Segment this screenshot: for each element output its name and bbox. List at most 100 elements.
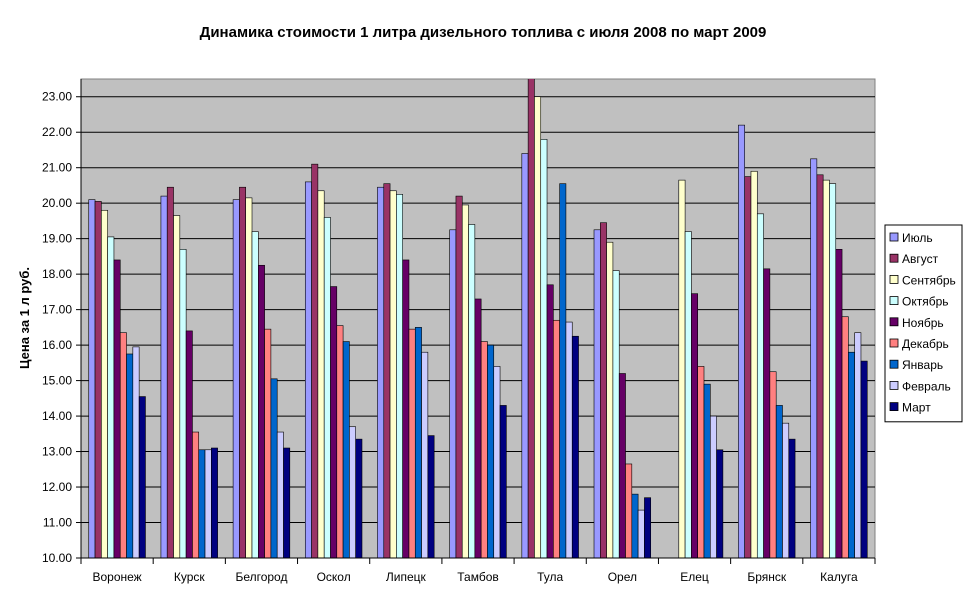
bar-9-4: [684, 231, 692, 558]
bar-7-5: [546, 284, 554, 558]
bar-2-2: [166, 186, 174, 558]
bar-11-6: [841, 316, 849, 558]
bar-2-6: [192, 431, 200, 558]
bar-8-6: [625, 463, 633, 558]
bar-1-2: [94, 201, 102, 558]
legend-item-label: Декабрь: [902, 337, 949, 351]
bar-3-3: [245, 197, 253, 558]
bar-2-7: [198, 449, 206, 558]
x-tick-label: Елец: [680, 570, 709, 584]
legend-swatch: [889, 232, 899, 242]
bar-11-1: [810, 158, 818, 558]
legend-swatch: [889, 253, 899, 263]
bar-7-1: [521, 153, 529, 558]
bar-11-9: [860, 360, 868, 558]
x-tick-label: Орел: [608, 570, 637, 584]
bar-5-4: [396, 194, 403, 558]
legend-swatch: [889, 338, 899, 348]
legend-item-label: Март: [902, 401, 931, 415]
x-tick-label: Калуга: [820, 570, 858, 584]
bar-11-7: [848, 351, 855, 558]
bar-9-7: [703, 383, 711, 558]
bar-6-7: [487, 344, 495, 558]
bar-5-5: [402, 259, 410, 558]
bar-7-9: [571, 335, 579, 558]
legend: Июль Август Сентябрь Октябрь Ноябрь Декабрь Ян…: [884, 224, 963, 423]
plot-area: 10.00 11.00 12.00 13.00 14.00 15.00 16.00 17.00…: [42, 78, 876, 584]
legend-item-label: Октябрь: [902, 295, 949, 309]
bar-6-4: [468, 224, 476, 558]
y-tick-label: 17.00: [42, 303, 72, 317]
bar-11-3: [822, 179, 830, 558]
bar-10-1: [738, 124, 745, 558]
legend-swatch: [889, 402, 899, 412]
x-tick-label: Белгород: [235, 570, 287, 584]
x-tick-label: Липецк: [386, 570, 427, 584]
y-tick-label: 13.00: [42, 445, 72, 459]
bar-6-9: [499, 405, 507, 558]
bar-7-3: [534, 96, 542, 558]
bar-2-3: [173, 215, 181, 558]
legend-item-label: Сентябрь: [902, 273, 956, 287]
bar-2-5: [185, 330, 193, 558]
y-tick-label: 22.00: [42, 125, 72, 139]
bar-8-7: [631, 493, 639, 558]
bar-1-5: [113, 259, 121, 558]
bar-1-8: [132, 346, 140, 558]
bar-8-4: [612, 270, 620, 558]
bar-7-6: [553, 319, 560, 558]
bar-2-4: [179, 249, 187, 558]
bar-4-1: [304, 181, 312, 558]
bar-7-8: [565, 321, 573, 558]
bar-10-6: [769, 371, 777, 558]
bar-5-1: [377, 186, 385, 558]
y-tick-label: 18.00: [42, 267, 72, 281]
bar-6-5: [474, 298, 482, 558]
bar-6-6: [480, 341, 488, 558]
bar-10-5: [763, 268, 771, 558]
bar-4-9: [355, 438, 363, 558]
legend-item-label: Июль: [902, 231, 933, 245]
y-tick-label: 15.00: [42, 374, 72, 388]
y-tick-label: 19.00: [42, 232, 72, 246]
legend-item-label: Ноябрь: [902, 316, 944, 330]
y-tick-label: 21.00: [42, 161, 72, 175]
y-tick-label: 14.00: [42, 409, 72, 423]
bar-9-6: [697, 366, 705, 558]
y-tick-label: 10.00: [42, 551, 72, 565]
x-tick-label: Курск: [174, 570, 206, 584]
bar-7-7: [559, 183, 567, 558]
bar-3-6: [264, 328, 272, 558]
y-tick-label: 23.00: [42, 90, 72, 104]
bar-1-7: [126, 353, 134, 558]
bar-6-8: [493, 366, 501, 558]
x-tick-label: Брянск: [747, 570, 787, 584]
bar-3-1: [232, 199, 240, 558]
bar-3-7: [270, 378, 278, 558]
bar-10-8: [782, 422, 790, 558]
bar-10-2: [744, 176, 752, 558]
bar-8-9: [644, 497, 652, 558]
x-tick-label: Тамбов: [457, 570, 499, 584]
bar-1-9: [138, 396, 146, 558]
bar-8-3: [606, 241, 614, 558]
bar-9-5: [691, 293, 698, 558]
bar-7-2: [527, 79, 535, 558]
bar-10-3: [750, 170, 758, 558]
bar-4-4: [323, 217, 331, 558]
bar-8-5: [618, 373, 626, 558]
bar-8-2: [600, 222, 607, 558]
y-tick-label: 12.00: [42, 480, 72, 494]
legend-swatch: [889, 317, 899, 327]
x-tick-label: Воронеж: [92, 570, 141, 584]
x-tick-label: Тула: [537, 570, 563, 584]
bar-3-2: [239, 186, 247, 558]
bar-5-9: [427, 435, 435, 558]
legend-swatch: [889, 359, 899, 369]
bar-5-7: [414, 327, 422, 558]
bar-6-2: [455, 195, 463, 558]
bar-4-8: [349, 426, 356, 558]
bar-9-9: [716, 449, 724, 558]
bar-6-3: [461, 204, 469, 558]
